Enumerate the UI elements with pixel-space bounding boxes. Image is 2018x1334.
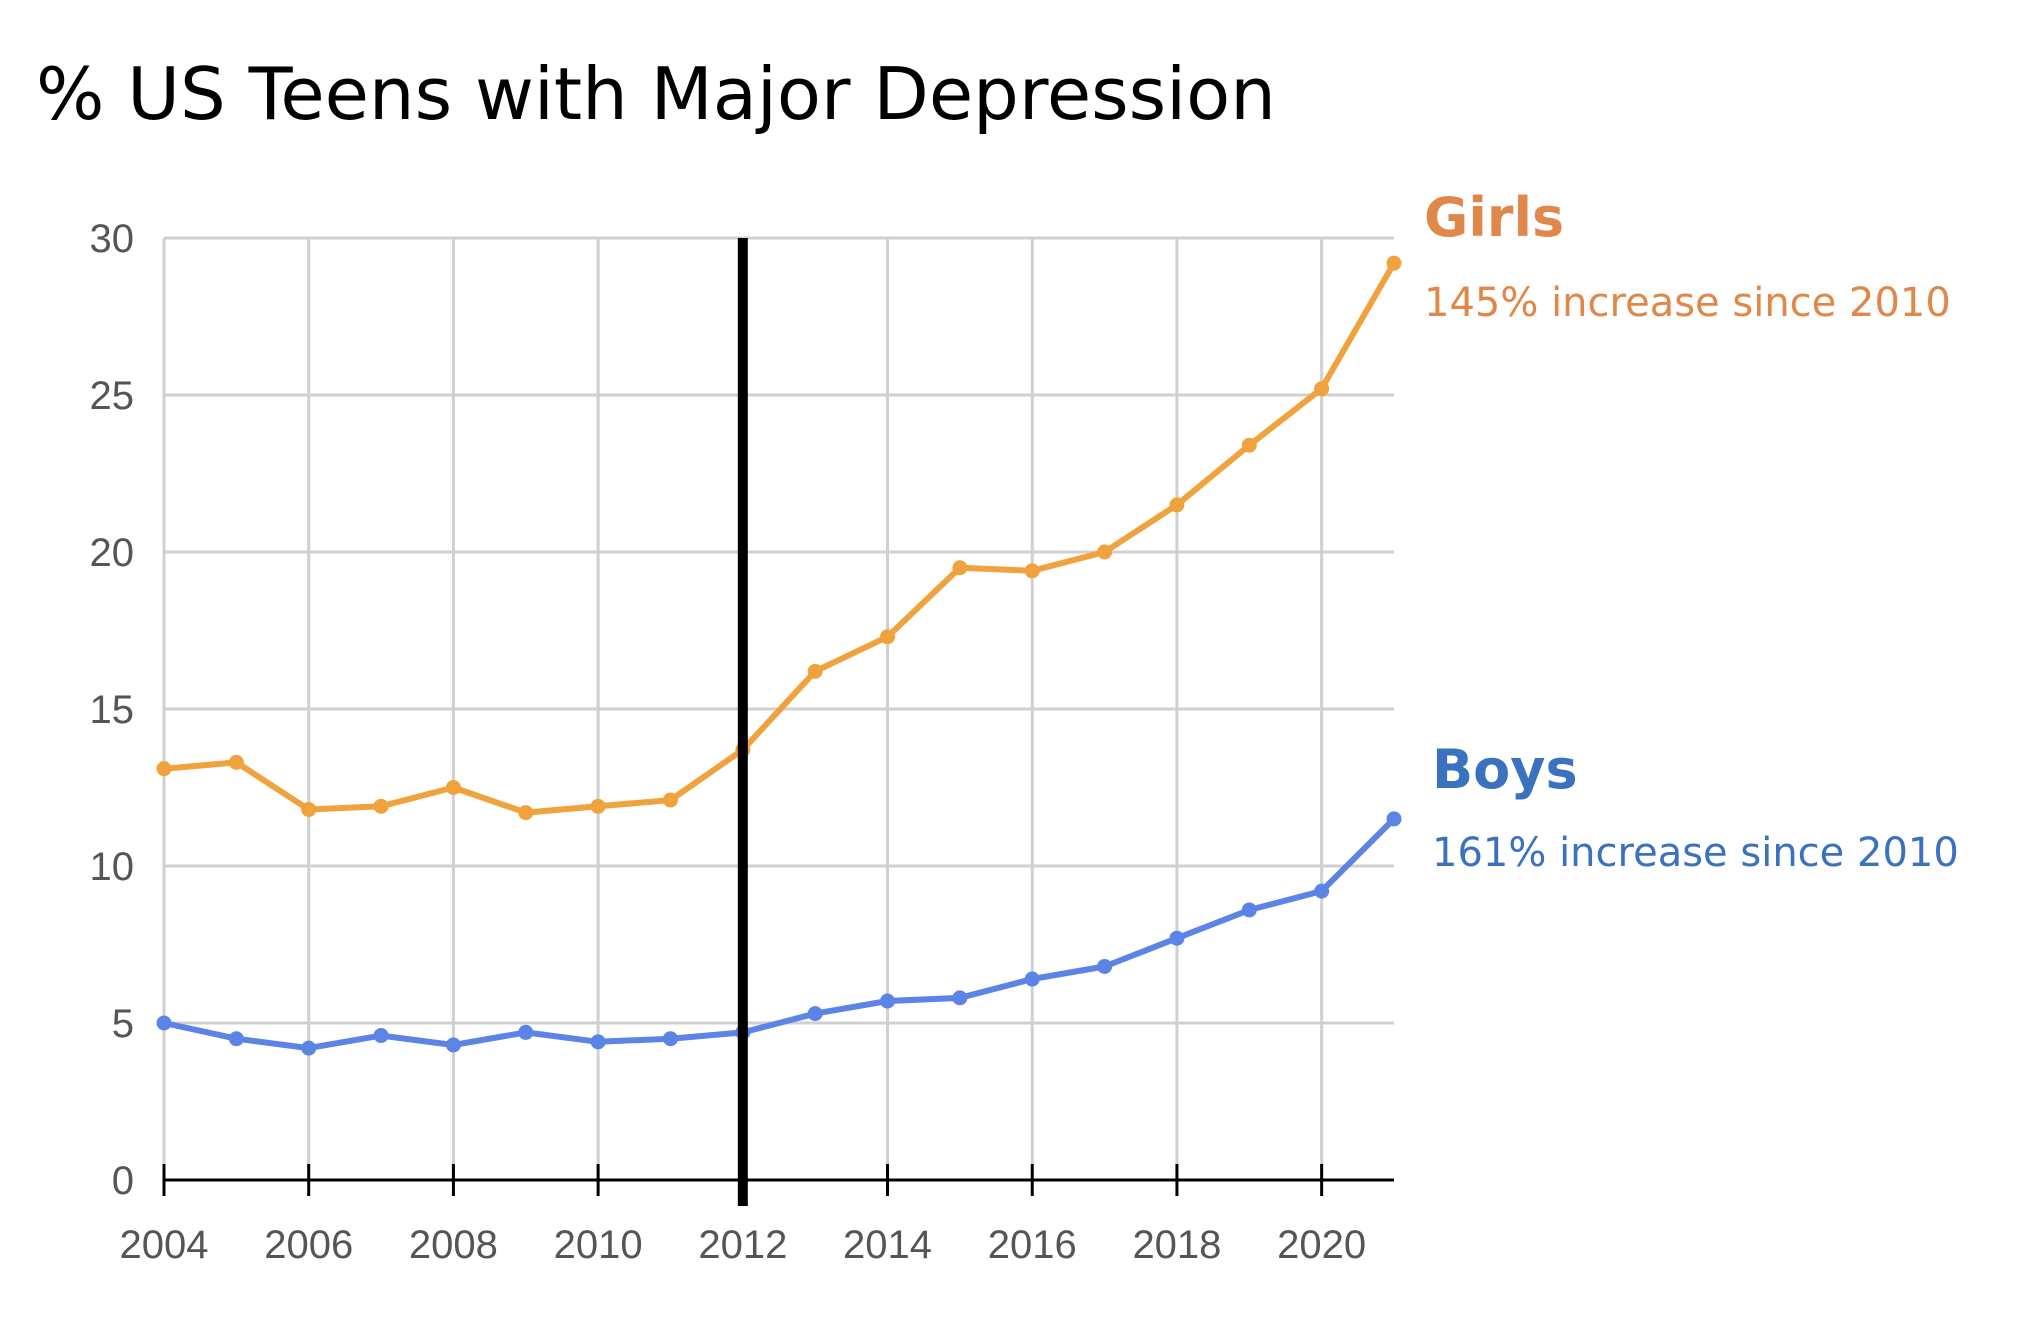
x-tick-label-2010: 2010 — [554, 1223, 643, 1267]
data-point-boys-2006 — [301, 1040, 317, 1056]
data-point-boys-2007 — [373, 1028, 389, 1044]
data-point-girls-2006 — [301, 801, 317, 817]
y-tick-label-25: 25 — [90, 374, 135, 418]
chart-title: % US Teens with Major Depression — [36, 52, 1276, 136]
data-point-boys-2009 — [518, 1024, 534, 1040]
series-annotation-girls: 145% increase since 2010 — [1424, 280, 1951, 326]
y-tick-label-20: 20 — [90, 531, 135, 575]
data-point-girls-2011 — [662, 792, 678, 808]
data-point-boys-2019 — [1241, 902, 1257, 918]
data-point-boys-2008 — [445, 1037, 461, 1053]
series-label-boys: Boys — [1432, 738, 1578, 801]
data-point-girls-2010 — [590, 798, 606, 814]
series-annotation-boys: 161% increase since 2010 — [1432, 830, 1959, 876]
x-tick-label-2016: 2016 — [988, 1223, 1077, 1267]
series-line-boys — [161, 815, 1397, 1052]
y-tick-label-15: 15 — [90, 688, 135, 732]
x-tick-label-2018: 2018 — [1132, 1223, 1221, 1267]
data-point-girls-2019 — [1241, 437, 1257, 453]
data-point-girls-2013 — [807, 663, 823, 679]
series-label-girls: Girls — [1424, 186, 1564, 249]
data-point-girls-2009 — [518, 805, 534, 821]
data-point-girls-2018 — [1169, 497, 1185, 513]
data-point-girls-2005 — [228, 754, 244, 770]
data-point-boys-2004 — [156, 1015, 172, 1031]
x-axis — [162, 1164, 1394, 1196]
data-point-boys-2018 — [1169, 930, 1185, 946]
data-point-boys-2010 — [590, 1034, 606, 1050]
data-point-boys-2013 — [807, 1006, 823, 1022]
data-point-girls-2017 — [1097, 544, 1113, 560]
data-point-boys-2021 — [1386, 811, 1402, 827]
x-tick-label-2006: 2006 — [264, 1223, 353, 1267]
x-tick-label-2004: 2004 — [120, 1223, 209, 1267]
y-tick-label-10: 10 — [90, 845, 135, 889]
data-point-girls-2016 — [1024, 563, 1040, 579]
series-annotations: Girls 145% increase since 2010 Boys 161% in… — [1424, 186, 1959, 876]
x-tick-label-2020: 2020 — [1277, 1223, 1366, 1267]
y-axis-tick-labels: 0 5 10 15 20 25 30 — [90, 217, 135, 1203]
data-point-girls-2015 — [952, 560, 968, 576]
data-point-girls-2020 — [1314, 381, 1330, 397]
data-point-girls-2004 — [156, 761, 172, 777]
data-point-boys-2005 — [228, 1031, 244, 1047]
data-point-girls-2008 — [445, 780, 461, 795]
x-tick-label-2008: 2008 — [409, 1223, 498, 1267]
data-point-boys-2016 — [1024, 971, 1040, 987]
data-point-girls-2007 — [373, 798, 389, 814]
y-tick-label-30: 30 — [90, 217, 135, 261]
y-tick-label-5: 5 — [112, 1002, 134, 1046]
data-point-girls-2021 — [1386, 255, 1402, 271]
x-tick-label-2014: 2014 — [843, 1223, 932, 1267]
data-point-boys-2017 — [1097, 958, 1113, 974]
y-tick-label-0: 0 — [112, 1159, 134, 1203]
data-point-boys-2020 — [1314, 883, 1330, 899]
data-point-boys-2014 — [880, 993, 896, 1009]
x-axis-tick-labels: 2004 2006 2008 2010 2012 2014 2016 2018 2020 — [120, 1223, 1367, 1267]
series-lines — [156, 255, 1402, 1056]
data-point-girls-2014 — [880, 629, 896, 645]
data-point-boys-2011 — [662, 1031, 678, 1047]
x-tick-label-2012: 2012 — [698, 1223, 787, 1267]
data-point-boys-2015 — [952, 990, 968, 1006]
series-line-girls — [161, 260, 1397, 816]
